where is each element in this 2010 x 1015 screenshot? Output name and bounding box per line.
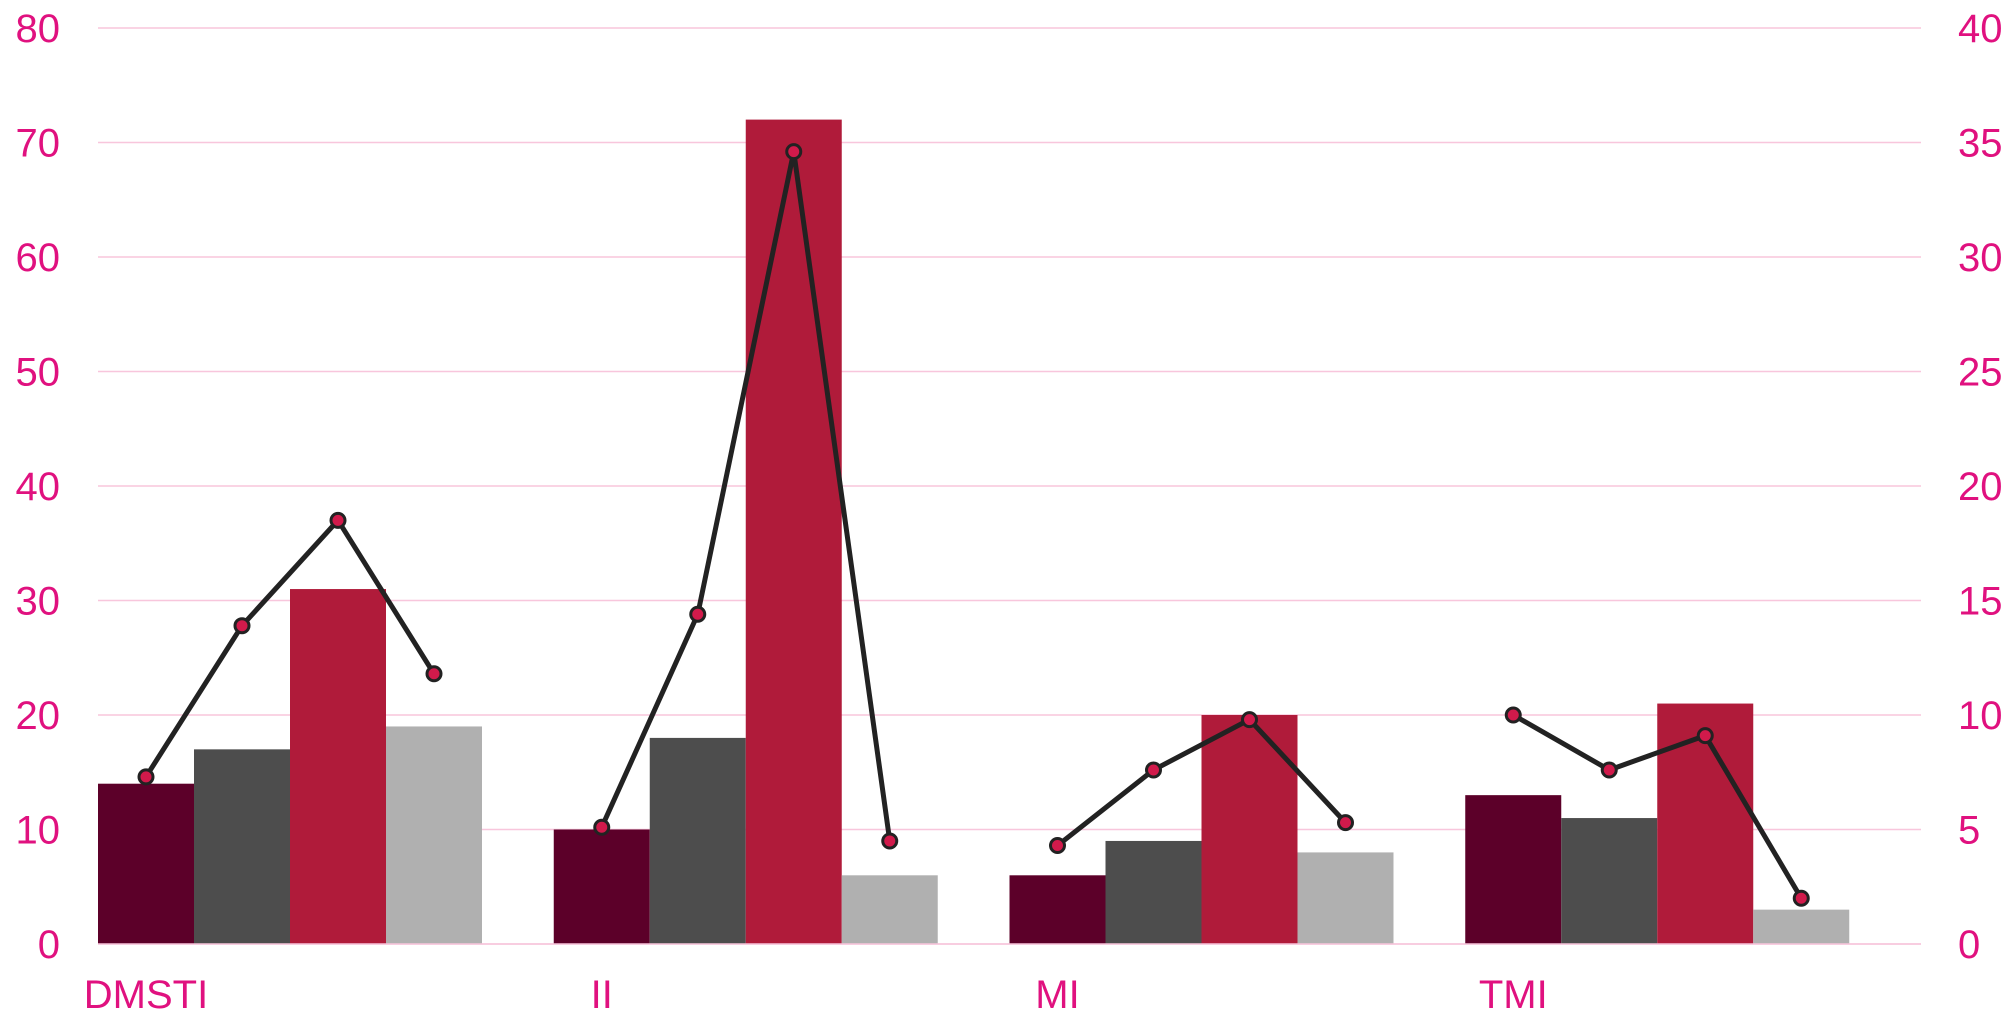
line-point <box>1049 837 1066 855</box>
bar <box>745 119 842 945</box>
right-tick-label: 30 <box>1958 236 2003 280</box>
left-tick-label: 50 <box>16 351 61 395</box>
left-tick-label: 40 <box>16 465 61 509</box>
right-tick-label: 35 <box>1958 122 2003 166</box>
category-label: DMSTI <box>84 973 208 1015</box>
line-point <box>137 768 155 786</box>
line-point <box>425 665 443 683</box>
category-label: II <box>591 973 613 1015</box>
bar <box>1201 715 1298 944</box>
line-series <box>137 143 1810 907</box>
right-tick-label: 15 <box>1958 580 2003 624</box>
left-tick-label: 30 <box>16 580 61 624</box>
bar <box>386 726 482 944</box>
left-tick-label: 70 <box>16 122 61 166</box>
line-point <box>1504 706 1522 724</box>
category-label: MI <box>1035 973 1079 1015</box>
line-point <box>689 605 707 623</box>
line-point <box>233 617 251 635</box>
bar <box>1009 875 1106 944</box>
line-point <box>1792 889 1810 907</box>
bar <box>841 875 938 944</box>
series-line <box>1055 717 1348 848</box>
series-line <box>143 517 437 779</box>
bar <box>553 829 650 944</box>
left-tick-label: 20 <box>16 694 61 738</box>
line-point <box>1600 761 1618 779</box>
line-point <box>785 143 803 161</box>
bar <box>194 749 290 944</box>
line-point <box>1241 711 1258 729</box>
bar <box>98 783 194 944</box>
bar <box>1297 852 1394 944</box>
right-tick-label: 40 <box>1958 7 2003 51</box>
bar <box>290 589 386 944</box>
bar <box>649 737 746 944</box>
line-point <box>329 511 347 529</box>
right-tick-label: 25 <box>1958 351 2003 395</box>
left-tick-label: 60 <box>16 236 61 280</box>
series-line <box>599 149 893 842</box>
bar <box>1753 909 1850 944</box>
bar <box>1561 818 1658 944</box>
right-y-axis: 0 5 10 15 20 25 30 35 40 <box>1958 7 2003 967</box>
right-tick-label: 0 <box>1958 923 1980 967</box>
bar <box>1465 795 1562 944</box>
line-point <box>1145 761 1162 779</box>
bar <box>1105 840 1202 944</box>
bars <box>98 119 1850 945</box>
right-tick-label: 10 <box>1958 694 2003 738</box>
left-y-axis: 0 10 20 30 40 50 60 70 80 <box>16 7 61 967</box>
category-label: TMI <box>1479 973 1548 1015</box>
series-line <box>1512 712 1804 900</box>
line-point <box>593 818 611 836</box>
line-point <box>881 832 899 850</box>
left-tick-label: 80 <box>16 7 61 51</box>
line-point <box>1337 814 1354 832</box>
line-point <box>1696 727 1714 745</box>
right-tick-label: 20 <box>1958 465 2003 509</box>
right-tick-label: 5 <box>1958 809 1980 853</box>
left-tick-label: 0 <box>38 923 60 967</box>
left-tick-label: 10 <box>16 809 61 853</box>
x-axis: DMSTI II MI TMI <box>84 943 1921 1015</box>
